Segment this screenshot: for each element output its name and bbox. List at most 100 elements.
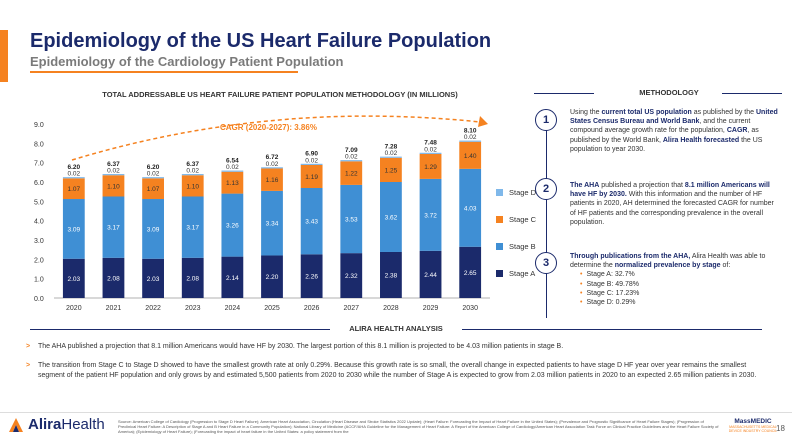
bar-stage-d	[102, 174, 125, 176]
bar-stage-c	[261, 168, 283, 191]
list-item: Stage B: 49.78%	[580, 280, 780, 289]
bar-stage-d	[340, 160, 363, 162]
bar-stage-b	[102, 196, 125, 258]
bar-stage-c	[142, 178, 164, 200]
data-label: 2.26	[305, 274, 318, 281]
total-label: 6.72	[266, 154, 279, 161]
bullet-chevron-icon: >	[26, 362, 31, 369]
stage-prevalence-list: Stage A: 32.7% Stage B: 49.78% Stage C: …	[580, 270, 780, 307]
analysis-rule-right	[462, 329, 762, 330]
legend-label: Stage D	[509, 187, 537, 197]
data-label: 3.34	[266, 221, 279, 228]
chart-title: TOTAL ADDRESSABLE US HEART FAILURE PATIE…	[102, 90, 458, 99]
data-label: 3.62	[385, 214, 398, 221]
data-label: 2.38	[385, 272, 398, 279]
bar-stage-a	[380, 251, 402, 298]
data-label: 0.02	[107, 168, 120, 175]
y-tick-label: 9.0	[34, 122, 44, 129]
legend-item-stage-b: Stage B	[496, 239, 536, 253]
x-tick-label: 2026	[304, 305, 320, 312]
data-label: 1.10	[186, 183, 199, 190]
data-label: 0.02	[226, 164, 239, 171]
data-label: 3.17	[107, 225, 120, 232]
y-tick-label: 5.0	[34, 199, 44, 206]
legend-label: Stage C	[509, 214, 537, 224]
x-tick-label: 2027	[343, 305, 359, 312]
y-tick-label: 1.0	[34, 277, 44, 284]
analysis-bullet: > The AHA published a projection that 8.…	[26, 343, 564, 350]
data-label: 1.22	[345, 171, 358, 178]
accent-bar	[0, 30, 8, 82]
bar-stage-c	[102, 175, 125, 197]
bar-stage-b	[142, 199, 164, 259]
bar-stage-d	[62, 177, 85, 179]
legend-swatch	[496, 269, 503, 277]
bar-stage-d	[300, 163, 323, 165]
y-tick-label: 6.0	[34, 180, 44, 187]
x-tick-label: 2020	[66, 305, 82, 312]
total-label: 7.28	[385, 143, 398, 150]
methodology-rule-left	[534, 93, 594, 94]
subtitle-underline	[30, 71, 298, 73]
x-tick-label: 2028	[383, 305, 399, 312]
total-label: 6.90	[305, 151, 318, 158]
bar-stage-d	[261, 167, 283, 169]
total-label: 6.20	[147, 164, 160, 171]
data-label: 0.02	[67, 171, 80, 178]
alira-logo-icon	[9, 417, 23, 432]
data-label: 0.02	[266, 161, 279, 168]
data-label: 1.16	[266, 177, 279, 184]
y-tick-label: 2.0	[34, 257, 44, 264]
data-label: 2.44	[424, 272, 437, 279]
bar-stage-d	[142, 177, 164, 179]
total-label: 6.37	[186, 161, 199, 168]
data-label: 2.65	[464, 270, 477, 277]
cagr-annotation: CAGR (2020-2027): 3.86%	[220, 123, 317, 132]
legend-swatch	[496, 215, 503, 223]
bar-stage-a	[181, 257, 204, 298]
stacked-bar-chart: CAGR (2020-2027): 3.86% 0.0 1.0 2.0 3.0 4.0 5…	[34, 115, 490, 312]
data-label: 0.02	[464, 134, 477, 141]
data-label: 2.03	[67, 276, 80, 283]
methodology-rule-right	[722, 93, 782, 94]
bar-stage-c	[221, 171, 244, 194]
y-tick-label: 0.0	[34, 296, 44, 303]
bar-stage-a	[261, 255, 283, 298]
methodology-timeline	[546, 118, 547, 318]
bar-stage-b	[62, 199, 85, 259]
bar-stage-d	[419, 152, 442, 154]
massmedic-logo: MassMEDIC MASSACHUSETTS MEDICAL DEVICE I…	[728, 418, 778, 433]
x-tick-label: 2023	[185, 305, 201, 312]
bar-stage-d	[181, 174, 204, 176]
data-label: 3.43	[305, 219, 318, 226]
chart-legend: Stage D Stage C Stage B Stage A	[496, 185, 536, 293]
legend-label: Stage B	[509, 241, 536, 251]
data-label: 0.02	[385, 150, 398, 157]
step-3-text: Through publications from the AHA, Alira…	[570, 252, 780, 307]
data-label: 2.03	[147, 276, 160, 283]
x-tick-label: 2021	[106, 305, 122, 312]
analysis-rule-left	[30, 329, 330, 330]
data-label: 0.02	[147, 171, 160, 178]
footer-divider	[0, 412, 792, 413]
bar-stage-a	[142, 258, 164, 298]
data-label: 1.07	[147, 186, 160, 193]
data-label: 2.08	[186, 275, 199, 282]
data-label: 3.53	[345, 217, 358, 224]
bar-stage-b	[300, 187, 323, 255]
analysis-title: ALIRA HEALTH ANALYSIS	[349, 324, 443, 333]
cagr-arrow	[71, 115, 481, 161]
bar-stage-a	[102, 257, 125, 298]
data-label: 1.19	[305, 174, 318, 181]
bar-stage-c	[380, 157, 402, 182]
data-label: 3.09	[147, 226, 160, 233]
bar-stage-a	[419, 250, 442, 298]
data-label: 3.17	[186, 225, 199, 232]
page-number: 18	[776, 424, 785, 433]
bar-stage-b	[221, 193, 244, 257]
total-label: 7.48	[424, 140, 437, 147]
total-label: 6.54	[226, 157, 239, 164]
step-2-text: The AHA published a projection that 8.1 …	[570, 182, 774, 226]
legend-swatch	[496, 242, 503, 250]
step-3-number: 3	[535, 252, 557, 274]
